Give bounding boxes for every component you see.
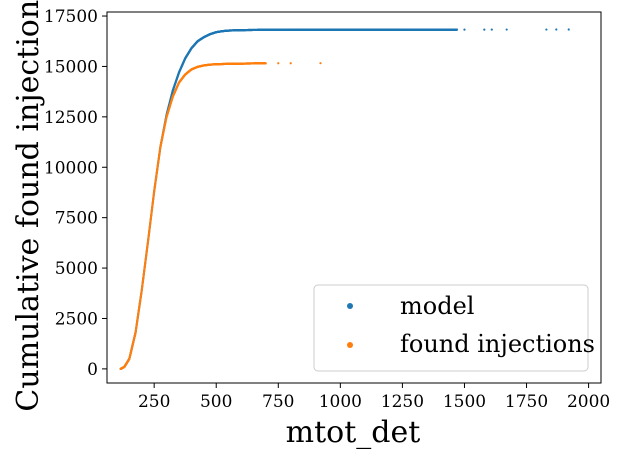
y-axis: 0 2500 5000 7500 10000 12500 15000 17500 (44, 7, 107, 380)
plot-frame (106, 11, 602, 384)
y-tick-label: 2500 (55, 309, 98, 329)
data-points (119, 28, 570, 370)
legend-label-found-injections: found injections (400, 330, 595, 358)
y-tick-label: 15000 (44, 57, 98, 77)
data-point (455, 28, 459, 31)
y-tick-label: 10000 (44, 158, 98, 178)
data-point (505, 28, 508, 31)
data-point (277, 62, 280, 65)
data-point (490, 28, 493, 31)
x-tick-label: 1750 (505, 392, 548, 412)
y-tick-label: 12500 (44, 108, 98, 128)
y-axis-label: Cumulative found injections (11, 0, 46, 412)
legend: model found injections (313, 284, 595, 372)
x-axis: 250 500 750 1000 1250 1500 1750 2000 (138, 383, 610, 412)
data-point (545, 28, 548, 31)
legend-box (313, 284, 589, 372)
data-point (567, 28, 570, 31)
x-axis-label: mtot_det (286, 415, 421, 450)
y-tick-label: 0 (87, 360, 98, 380)
x-tick-label: 1000 (319, 392, 362, 412)
x-tick-label: 2000 (567, 392, 610, 412)
x-tick-label: 500 (200, 392, 232, 412)
x-tick-label: 1500 (443, 392, 486, 412)
data-point (319, 62, 322, 65)
y-tick-label: 7500 (55, 209, 98, 229)
series-found-injections (119, 62, 322, 370)
legend-marker-found-injections (347, 342, 353, 348)
legend-marker-model (347, 303, 353, 309)
x-tick-label: 250 (138, 392, 170, 412)
data-point (264, 62, 267, 65)
data-point (289, 62, 292, 65)
x-tick-label: 750 (262, 392, 294, 412)
y-tick-label: 5000 (55, 259, 98, 279)
y-tick-label: 17500 (44, 7, 98, 27)
x-tick-label: 1250 (381, 392, 424, 412)
legend-label-model: model (400, 292, 474, 320)
data-point (463, 28, 466, 31)
data-point (555, 28, 558, 31)
data-point (483, 28, 486, 31)
